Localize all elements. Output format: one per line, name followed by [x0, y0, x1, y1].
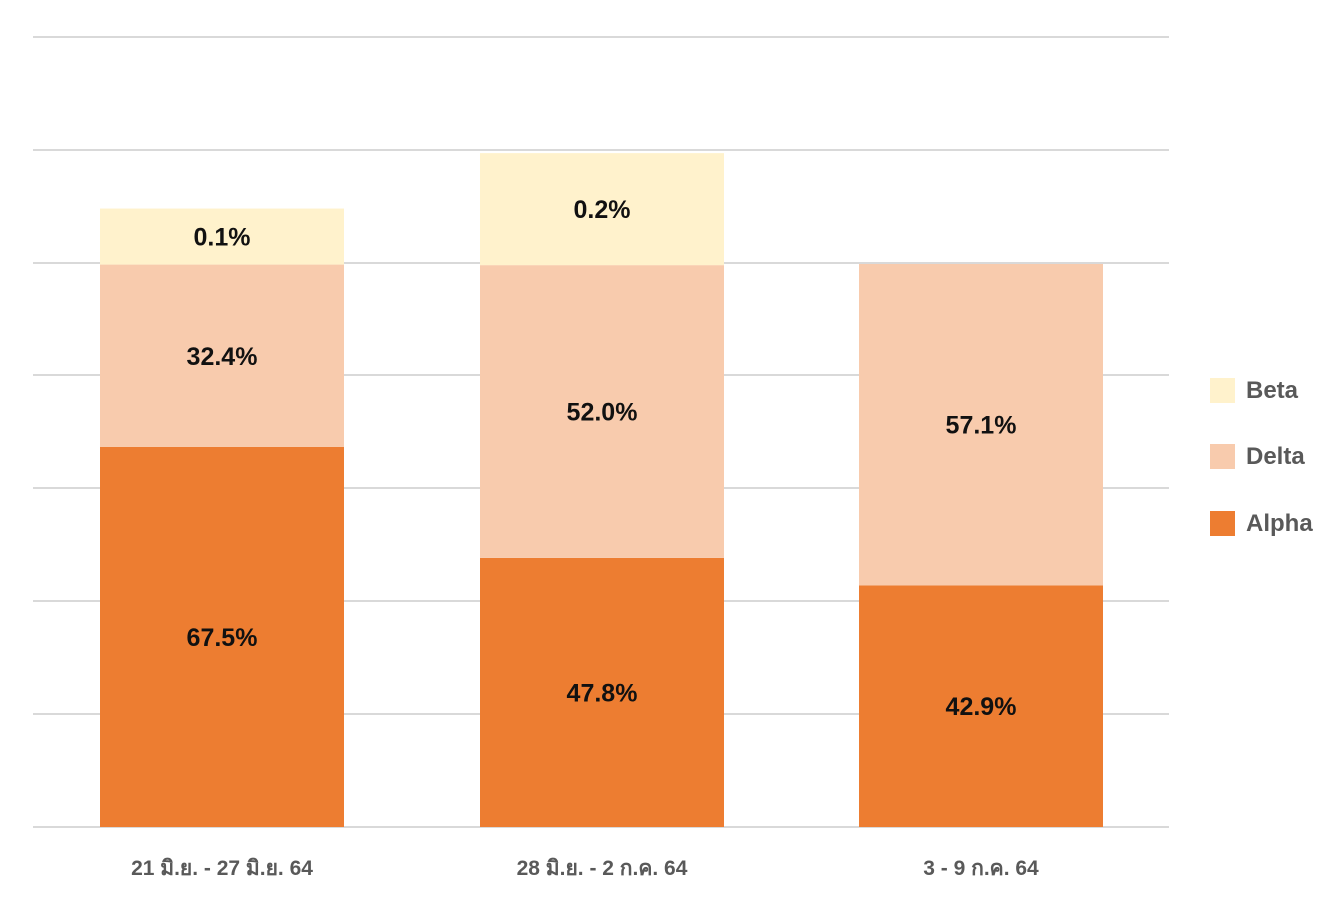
legend-swatch-beta	[1210, 378, 1235, 403]
x-axis-tick-labels: 21 มิ.ย. - 27 มิ.ย. 64 28 มิ.ย. - 2 ก.ค. …	[131, 857, 1039, 880]
legend-swatch-delta	[1210, 444, 1235, 469]
data-label-beta: 0.1%	[194, 224, 251, 252]
x-tick-label: 21 มิ.ย. - 27 มิ.ย. 64	[131, 857, 313, 880]
bar-segment-alpha	[480, 557, 724, 827]
bar-segment-beta	[100, 208, 344, 265]
legend-label-beta: Beta	[1246, 377, 1299, 404]
bar-segment-beta	[480, 153, 724, 266]
data-label-delta: 52.0%	[567, 399, 638, 427]
legend-label-alpha: Alpha	[1246, 510, 1313, 537]
x-tick-label: 28 มิ.ย. - 2 ก.ค. 64	[517, 857, 688, 880]
data-label-alpha: 47.8%	[567, 679, 638, 707]
data-label-alpha: 42.9%	[946, 693, 1017, 721]
bar-segment-delta	[100, 264, 344, 447]
x-tick-label: 3 - 9 ก.ค. 64	[923, 857, 1039, 880]
data-label-alpha: 67.5%	[187, 624, 258, 652]
bar-segment-alpha	[859, 585, 1103, 827]
bar-segment-delta	[480, 265, 724, 558]
bar-segment-delta	[859, 264, 1103, 586]
bar-labels: 67.5% 32.4% 0.1% 47.8% 52.0% 0.2% 42.9% 57.1%	[187, 196, 1017, 721]
legend-swatch-alpha	[1210, 511, 1235, 536]
bar-segment-alpha	[100, 446, 344, 827]
data-label-delta: 57.1%	[946, 412, 1017, 440]
legend: Beta Delta Alpha	[1210, 377, 1313, 537]
data-label-delta: 32.4%	[187, 343, 258, 371]
bars	[100, 153, 1103, 827]
legend-label-delta: Delta	[1246, 443, 1305, 470]
data-label-beta: 0.2%	[574, 196, 631, 224]
